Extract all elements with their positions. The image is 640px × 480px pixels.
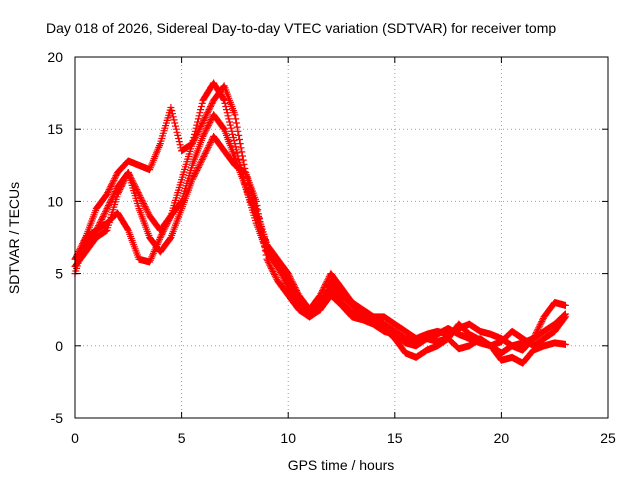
y-tick-label: 20 (47, 49, 63, 65)
y-tick-label: 10 (47, 193, 63, 209)
x-tick-label: 20 (494, 430, 510, 446)
x-tick-label: 0 (71, 430, 79, 446)
y-tick-label: 0 (55, 338, 63, 354)
y-axis-label: SDTVAR / TECUs (6, 182, 22, 294)
x-tick-label: 5 (178, 430, 186, 446)
x-tick-label: 10 (280, 430, 296, 446)
y-tick-label: 15 (47, 121, 63, 137)
x-tick-label: 25 (600, 430, 616, 446)
y-tick-label: -5 (51, 410, 64, 426)
plot-frame (74, 56, 609, 419)
y-axis-ticks: -5 0 5 10 15 20 (47, 49, 608, 426)
x-axis-label: GPS time / hours (288, 457, 395, 473)
chart-title: Day 018 of 2026, Sidereal Day-to-day VTE… (46, 20, 556, 36)
x-tick-label: 15 (387, 430, 403, 446)
x-axis-ticks: 0 5 10 15 20 25 (71, 57, 616, 446)
y-tick-label: 5 (55, 266, 63, 282)
